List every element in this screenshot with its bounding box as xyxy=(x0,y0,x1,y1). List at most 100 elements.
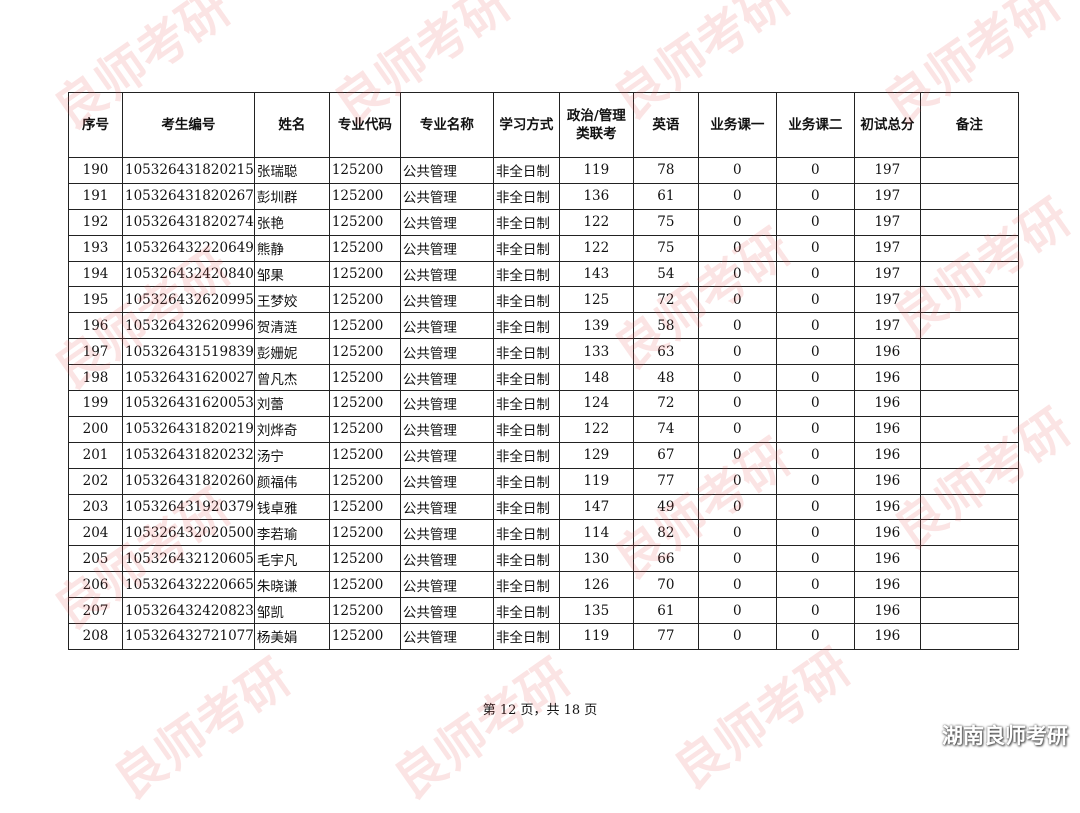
cell-study-mode: 非全日制 xyxy=(492,545,560,573)
cell-course2-score: 0 xyxy=(775,286,855,314)
cell-major-code: 125200 xyxy=(328,312,401,340)
cell-course2-score: 0 xyxy=(775,364,855,392)
cell-course1-score: 0 xyxy=(697,545,777,573)
cell-course1-score: 0 xyxy=(697,390,777,417)
score-table: 序号 考生编号 姓名 专业代码 专业名称 学习方式 政治/管理类联考 英语 业务课一 业务课二 初试… xyxy=(68,92,1019,650)
cell-remark xyxy=(919,286,1019,314)
cell-remark xyxy=(919,364,1019,392)
cell-name: 邹凯 xyxy=(253,597,330,625)
cell-exam-id: 105326431820215 xyxy=(122,157,255,184)
header-row: 序号 考生编号 姓名 专业代码 专业名称 学习方式 政治/管理类联考 英语 业务课一 业务课二 初试… xyxy=(68,92,1019,158)
cell-english-score: 61 xyxy=(632,597,699,625)
header-name: 姓名 xyxy=(253,92,330,158)
cell-total-score: 196 xyxy=(853,545,921,573)
cell-english-score: 49 xyxy=(632,493,699,521)
cell-exam-id: 105326432420840 xyxy=(122,260,255,288)
cell-politics-score: 139 xyxy=(558,312,634,340)
cell-remark xyxy=(919,234,1019,262)
cell-course2-score: 0 xyxy=(775,157,855,184)
cell-remark xyxy=(919,597,1019,625)
cell-major-code: 125200 xyxy=(328,364,401,392)
cell-course2-score: 0 xyxy=(775,441,855,469)
cell-remark xyxy=(919,338,1019,366)
cell-english-score: 77 xyxy=(632,467,699,495)
cell-name: 彭圳群 xyxy=(253,182,330,210)
cell-exam-id: 105326432220665 xyxy=(122,571,255,599)
cell-english-score: 48 xyxy=(632,364,699,392)
cell-exam-id: 105326431820260 xyxy=(122,467,255,495)
table-row: 206 105326432220665 朱晓谦 125200 公共管理 非全日制 126 70… xyxy=(68,571,1019,599)
cell-remark xyxy=(919,519,1019,547)
cell-name: 杨美娟 xyxy=(253,623,330,650)
table-row: 190 105326431820215 张瑞聪 125200 公共管理 非全日制 119 78… xyxy=(68,157,1019,184)
cell-seq: 203 xyxy=(68,493,123,521)
cell-study-mode: 非全日制 xyxy=(492,493,560,521)
cell-exam-id: 105326431820274 xyxy=(122,208,255,236)
cell-total-score: 197 xyxy=(853,182,921,210)
cell-study-mode: 非全日制 xyxy=(492,467,560,495)
cell-course1-score: 0 xyxy=(697,182,777,210)
cell-seq: 206 xyxy=(68,571,123,599)
cell-total-score: 197 xyxy=(853,260,921,288)
cell-exam-id: 105326432220649 xyxy=(122,234,255,262)
cell-politics-score: 126 xyxy=(558,571,634,599)
cell-remark xyxy=(919,157,1019,184)
table-row: 207 105326432420823 邹凯 125200 公共管理 非全日制 135 61 0… xyxy=(68,597,1019,625)
cell-total-score: 196 xyxy=(853,364,921,392)
cell-major-name: 公共管理 xyxy=(399,260,494,288)
cell-course2-score: 0 xyxy=(775,493,855,521)
cell-politics-score: 136 xyxy=(558,182,634,210)
cell-course2-score: 0 xyxy=(775,182,855,210)
cell-name: 张艳 xyxy=(253,208,330,236)
cell-major-code: 125200 xyxy=(328,286,401,314)
cell-exam-id: 105326431820232 xyxy=(122,441,255,469)
header-major-code: 专业代码 xyxy=(328,92,401,158)
cell-major-code: 125200 xyxy=(328,519,401,547)
cell-english-score: 72 xyxy=(632,390,699,417)
cell-major-name: 公共管理 xyxy=(399,312,494,340)
cell-course1-score: 0 xyxy=(697,260,777,288)
cell-study-mode: 非全日制 xyxy=(492,441,560,469)
cell-study-mode: 非全日制 xyxy=(492,597,560,625)
cell-name: 刘蕾 xyxy=(253,390,330,417)
cell-english-score: 72 xyxy=(632,286,699,314)
table-row: 203 105326431920379 钱卓雅 125200 公共管理 非全日制 147 49… xyxy=(68,493,1019,521)
cell-english-score: 58 xyxy=(632,312,699,340)
cell-course2-score: 0 xyxy=(775,623,855,650)
cell-remark xyxy=(919,182,1019,210)
cell-course2-score: 0 xyxy=(775,208,855,236)
cell-study-mode: 非全日制 xyxy=(492,623,560,650)
cell-course2-score: 0 xyxy=(775,338,855,366)
cell-course2-score: 0 xyxy=(775,260,855,288)
cell-seq: 204 xyxy=(68,519,123,547)
cell-total-score: 197 xyxy=(853,312,921,340)
cell-exam-id: 105326431820267 xyxy=(122,182,255,210)
cell-exam-id: 105326432020500 xyxy=(122,519,255,547)
cell-major-name: 公共管理 xyxy=(399,467,494,495)
cell-politics-score: 119 xyxy=(558,157,634,184)
cell-study-mode: 非全日制 xyxy=(492,571,560,599)
cell-politics-score: 125 xyxy=(558,286,634,314)
cell-study-mode: 非全日制 xyxy=(492,338,560,366)
cell-seq: 201 xyxy=(68,441,123,469)
cell-seq: 198 xyxy=(68,364,123,392)
cell-course1-score: 0 xyxy=(697,467,777,495)
cell-english-score: 66 xyxy=(632,545,699,573)
cell-major-code: 125200 xyxy=(328,390,401,417)
cell-course2-score: 0 xyxy=(775,571,855,599)
cell-seq: 202 xyxy=(68,467,123,495)
table-row: 204 105326432020500 李若瑜 125200 公共管理 非全日制 114 82… xyxy=(68,519,1019,547)
cell-politics-score: 124 xyxy=(558,390,634,417)
cell-study-mode: 非全日制 xyxy=(492,519,560,547)
watermark-text: 良师考研 xyxy=(103,648,301,811)
cell-study-mode: 非全日制 xyxy=(492,312,560,340)
cell-politics-score: 147 xyxy=(558,493,634,521)
cell-seq: 205 xyxy=(68,545,123,573)
cell-course1-score: 0 xyxy=(697,493,777,521)
cell-course2-score: 0 xyxy=(775,390,855,417)
cell-seq: 197 xyxy=(68,338,123,366)
cell-remark xyxy=(919,571,1019,599)
cell-politics-score: 133 xyxy=(558,338,634,366)
cell-major-code: 125200 xyxy=(328,467,401,495)
table-row: 200 105326431820219 刘烨奇 125200 公共管理 非全日制 122 74… xyxy=(68,415,1019,443)
